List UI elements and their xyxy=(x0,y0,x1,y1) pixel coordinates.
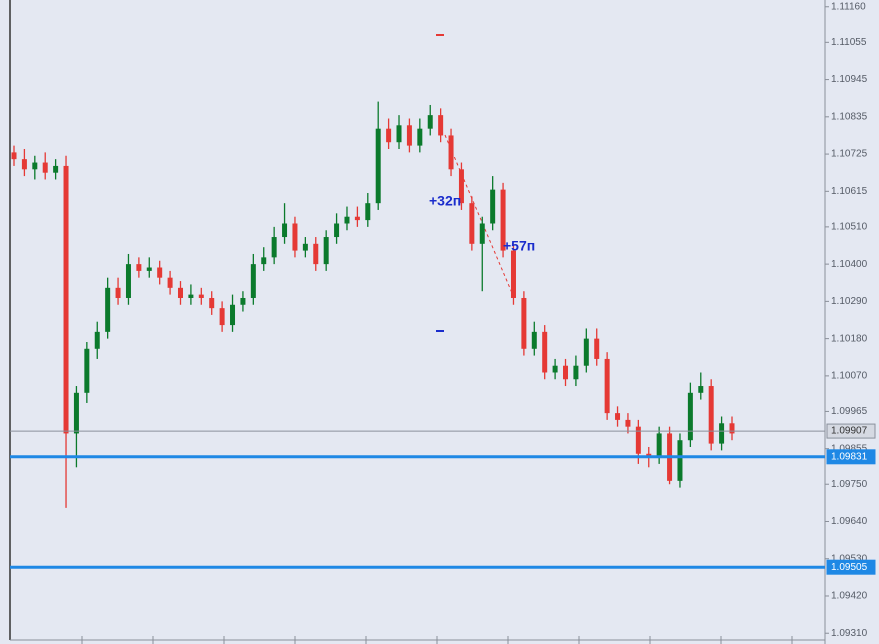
candle-body xyxy=(552,365,558,373)
plot xyxy=(11,101,735,508)
y-tick-label: 1.09530 xyxy=(831,553,868,564)
y-tick-label: 1.10945 xyxy=(831,74,868,85)
y-tick-label: 1.11160 xyxy=(831,1,866,12)
candle-body xyxy=(177,287,183,298)
candle-body xyxy=(334,223,340,238)
price-label-box xyxy=(826,449,876,465)
candle-body xyxy=(323,237,329,265)
candle-body xyxy=(563,365,569,380)
candle-body xyxy=(500,189,506,251)
candle-body xyxy=(479,223,485,244)
candle-body xyxy=(84,348,90,393)
candle-body xyxy=(417,128,423,146)
candle-body xyxy=(188,294,194,298)
candle-body xyxy=(250,264,256,298)
candle-body xyxy=(469,203,475,244)
candle-body xyxy=(490,189,496,224)
candle-body xyxy=(354,216,360,221)
y-tick-label: 1.10070 xyxy=(831,371,868,382)
candle-body xyxy=(282,223,288,238)
candle-body xyxy=(146,267,152,271)
y-tick-label: 1.10180 xyxy=(831,333,868,344)
y-tick-label: 1.10835 xyxy=(831,111,868,122)
annotation: +32п xyxy=(429,193,461,209)
candle-body xyxy=(594,338,600,359)
candle-body xyxy=(313,243,319,265)
candle-body xyxy=(94,331,100,349)
candle-body xyxy=(365,203,371,221)
candle-body xyxy=(125,264,131,298)
candle-body xyxy=(729,423,735,434)
candle-body xyxy=(292,223,298,251)
candle-body xyxy=(448,135,454,170)
y-tick-label: 1.10725 xyxy=(831,149,868,160)
candle-body xyxy=(615,413,621,420)
candle-body xyxy=(271,237,277,258)
candle-body xyxy=(198,294,204,298)
y-tick-label: 1.09750 xyxy=(831,479,868,490)
candle-body xyxy=(708,386,714,444)
y-tick-label: 1.09640 xyxy=(831,516,868,527)
y-tick-label: 1.09855 xyxy=(831,443,868,454)
candle-body xyxy=(510,250,516,298)
candle-body xyxy=(396,125,402,143)
candle-body xyxy=(386,128,392,143)
candle-body xyxy=(240,297,246,305)
candle-body xyxy=(157,267,163,278)
candle-body xyxy=(427,115,433,129)
candle-body xyxy=(302,243,308,251)
annotation: +57п xyxy=(503,238,535,254)
candle-body xyxy=(344,216,350,224)
candle-body xyxy=(105,287,111,332)
candle-body xyxy=(136,264,142,271)
price-label: 1.09505 xyxy=(831,562,868,573)
price-label-box xyxy=(826,559,876,575)
candle-body xyxy=(531,331,537,349)
candle-body xyxy=(406,125,412,146)
y-tick-label: 1.09420 xyxy=(831,591,868,602)
price-label: 1.09907 xyxy=(831,426,868,437)
price-label: 1.09831 xyxy=(831,451,868,462)
candle-body xyxy=(604,358,610,414)
time-ticks xyxy=(81,636,793,644)
y-tick-label: 1.10510 xyxy=(831,222,868,233)
candle-body xyxy=(219,308,225,326)
candle-body xyxy=(115,287,121,298)
candle-body xyxy=(698,386,704,393)
candle-body xyxy=(42,162,48,173)
candle-body xyxy=(458,169,464,204)
candle-body xyxy=(521,297,527,349)
candle-body xyxy=(635,426,641,454)
y-tick-label: 1.09310 xyxy=(831,628,868,639)
candle-body xyxy=(167,277,173,288)
candle-body xyxy=(677,440,683,481)
y-tick-label: 1.09965 xyxy=(831,406,868,417)
price-label-box xyxy=(826,423,876,439)
candle-body xyxy=(53,165,59,173)
candle-body xyxy=(625,419,631,427)
candle-body xyxy=(11,152,17,160)
candle-body xyxy=(687,392,693,441)
y-tick-label: 1.11055 xyxy=(831,37,867,48)
candle-body xyxy=(438,115,444,136)
y-tick-label: 1.10615 xyxy=(831,186,868,197)
candle-body xyxy=(230,304,236,326)
candle-body xyxy=(21,159,27,170)
candle-body xyxy=(542,331,548,373)
y-tick-label: 1.10400 xyxy=(831,259,868,270)
candle-body xyxy=(375,128,381,204)
candle-body xyxy=(261,257,267,265)
candle-body xyxy=(32,162,38,170)
candle-body xyxy=(583,338,589,366)
candle-body xyxy=(209,297,215,309)
y-tick-label: 1.10290 xyxy=(831,296,868,307)
candle-body xyxy=(73,392,79,434)
candle-body xyxy=(656,433,662,458)
candle-body xyxy=(63,165,69,434)
candle-body xyxy=(573,365,579,380)
candle-body xyxy=(719,423,725,444)
